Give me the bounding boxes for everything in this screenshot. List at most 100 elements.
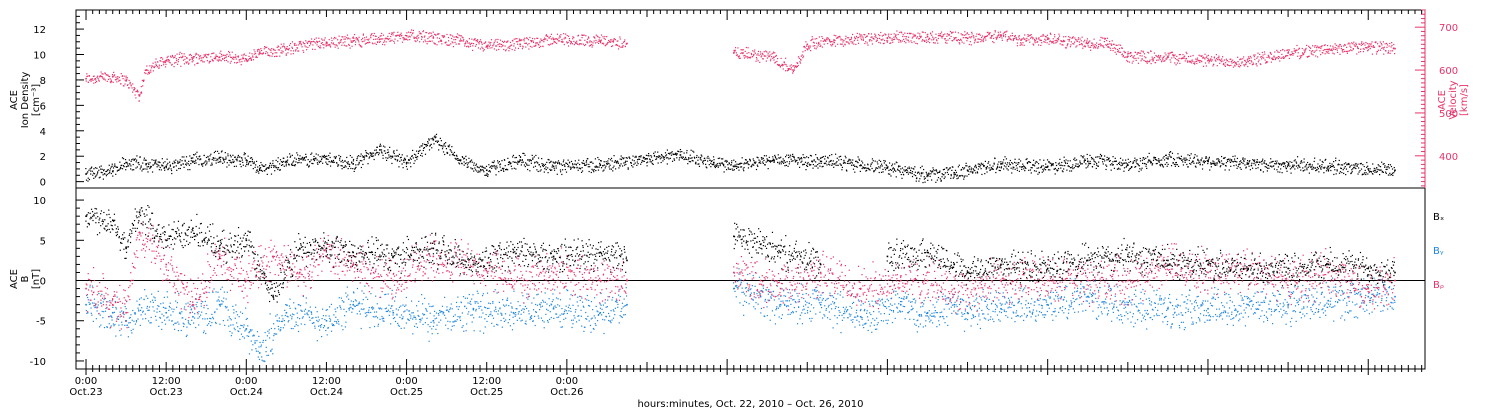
velocity-point (1165, 54, 1167, 56)
velocity-point (834, 45, 837, 47)
density-point (622, 158, 624, 160)
density-point (718, 162, 720, 164)
density-point (419, 149, 421, 152)
density-point (475, 164, 477, 166)
velocity-point (309, 42, 312, 44)
density-point (723, 171, 725, 173)
velocity-point (1192, 60, 1194, 63)
density-point (547, 158, 549, 161)
density-point (781, 161, 783, 163)
density-point (902, 171, 904, 173)
velocity-point (734, 49, 736, 51)
velocity-point (314, 38, 316, 40)
velocity-point (1088, 46, 1090, 48)
density-point (487, 174, 489, 176)
density-point (920, 172, 923, 174)
density-point (529, 159, 532, 161)
density-point (246, 160, 248, 162)
density-point (731, 160, 733, 162)
velocity-point (549, 35, 551, 38)
velocity-point (1366, 47, 1368, 49)
density-point (815, 165, 818, 167)
density-point (488, 164, 490, 166)
velocity-point (351, 45, 353, 47)
density-point (835, 164, 837, 166)
velocity-point (369, 41, 371, 44)
density-point (222, 158, 224, 160)
density-point (1186, 163, 1188, 166)
density-point (144, 168, 146, 170)
density-point (882, 168, 884, 170)
velocity-point (757, 50, 760, 53)
density-point (591, 168, 593, 170)
velocity-point (344, 41, 346, 43)
density-point (325, 158, 328, 160)
density-point (731, 162, 733, 164)
velocity-point (1011, 34, 1014, 37)
density-point (232, 154, 234, 156)
velocity-point (1359, 43, 1361, 45)
velocity-point (370, 37, 372, 39)
density-point (802, 163, 804, 166)
density-point (600, 160, 602, 162)
velocity-point (860, 37, 862, 39)
density-point (914, 171, 916, 173)
velocity-point (582, 43, 584, 45)
velocity-point (212, 60, 214, 62)
velocity-point (208, 61, 211, 63)
density-point (818, 162, 820, 165)
density-point (164, 169, 166, 171)
density-point (1169, 151, 1172, 153)
density-point (1092, 157, 1094, 160)
velocity-point (1040, 39, 1042, 41)
velocity-point (916, 43, 918, 45)
density-point (813, 159, 815, 161)
velocity-point (1006, 38, 1008, 41)
density-point (928, 172, 930, 174)
density-point (1225, 162, 1228, 164)
velocity-point (925, 36, 927, 39)
velocity-point (1032, 37, 1034, 39)
velocity-point (208, 53, 210, 55)
density-point (394, 155, 396, 157)
density-point (627, 168, 629, 170)
density-point (1021, 166, 1023, 168)
density-point (1203, 160, 1205, 162)
velocity-point (1328, 49, 1330, 51)
velocity-point (1166, 58, 1168, 60)
velocity-point (207, 54, 209, 56)
velocity-point (389, 40, 391, 42)
density-point (895, 161, 897, 163)
density-point (399, 160, 401, 162)
velocity-point (733, 49, 735, 52)
density-point (1013, 161, 1016, 164)
velocity-point (459, 40, 461, 42)
density-point (1167, 163, 1169, 166)
velocity-point (737, 47, 739, 49)
velocity-point (398, 34, 400, 36)
density-point (985, 168, 987, 170)
density-point (185, 156, 188, 158)
density-point (702, 161, 704, 163)
density-point (864, 164, 866, 166)
velocity-point (979, 34, 981, 36)
velocity-point (469, 43, 471, 46)
velocity-point (138, 100, 140, 102)
density-point (666, 163, 668, 165)
velocity-point (815, 48, 817, 50)
velocity-point (781, 64, 783, 66)
velocity-point (910, 40, 912, 42)
velocity-point (318, 40, 321, 42)
velocity-point (476, 39, 478, 42)
density-point (944, 176, 946, 178)
velocity-point (1004, 34, 1007, 36)
density-point (492, 165, 494, 168)
density-point (1122, 159, 1124, 161)
density-point (760, 162, 762, 164)
density-point (877, 167, 879, 169)
velocity-point (996, 37, 998, 39)
density-point (130, 168, 132, 170)
velocity-point (561, 38, 563, 41)
density-point (670, 152, 672, 154)
density-point (824, 162, 826, 165)
